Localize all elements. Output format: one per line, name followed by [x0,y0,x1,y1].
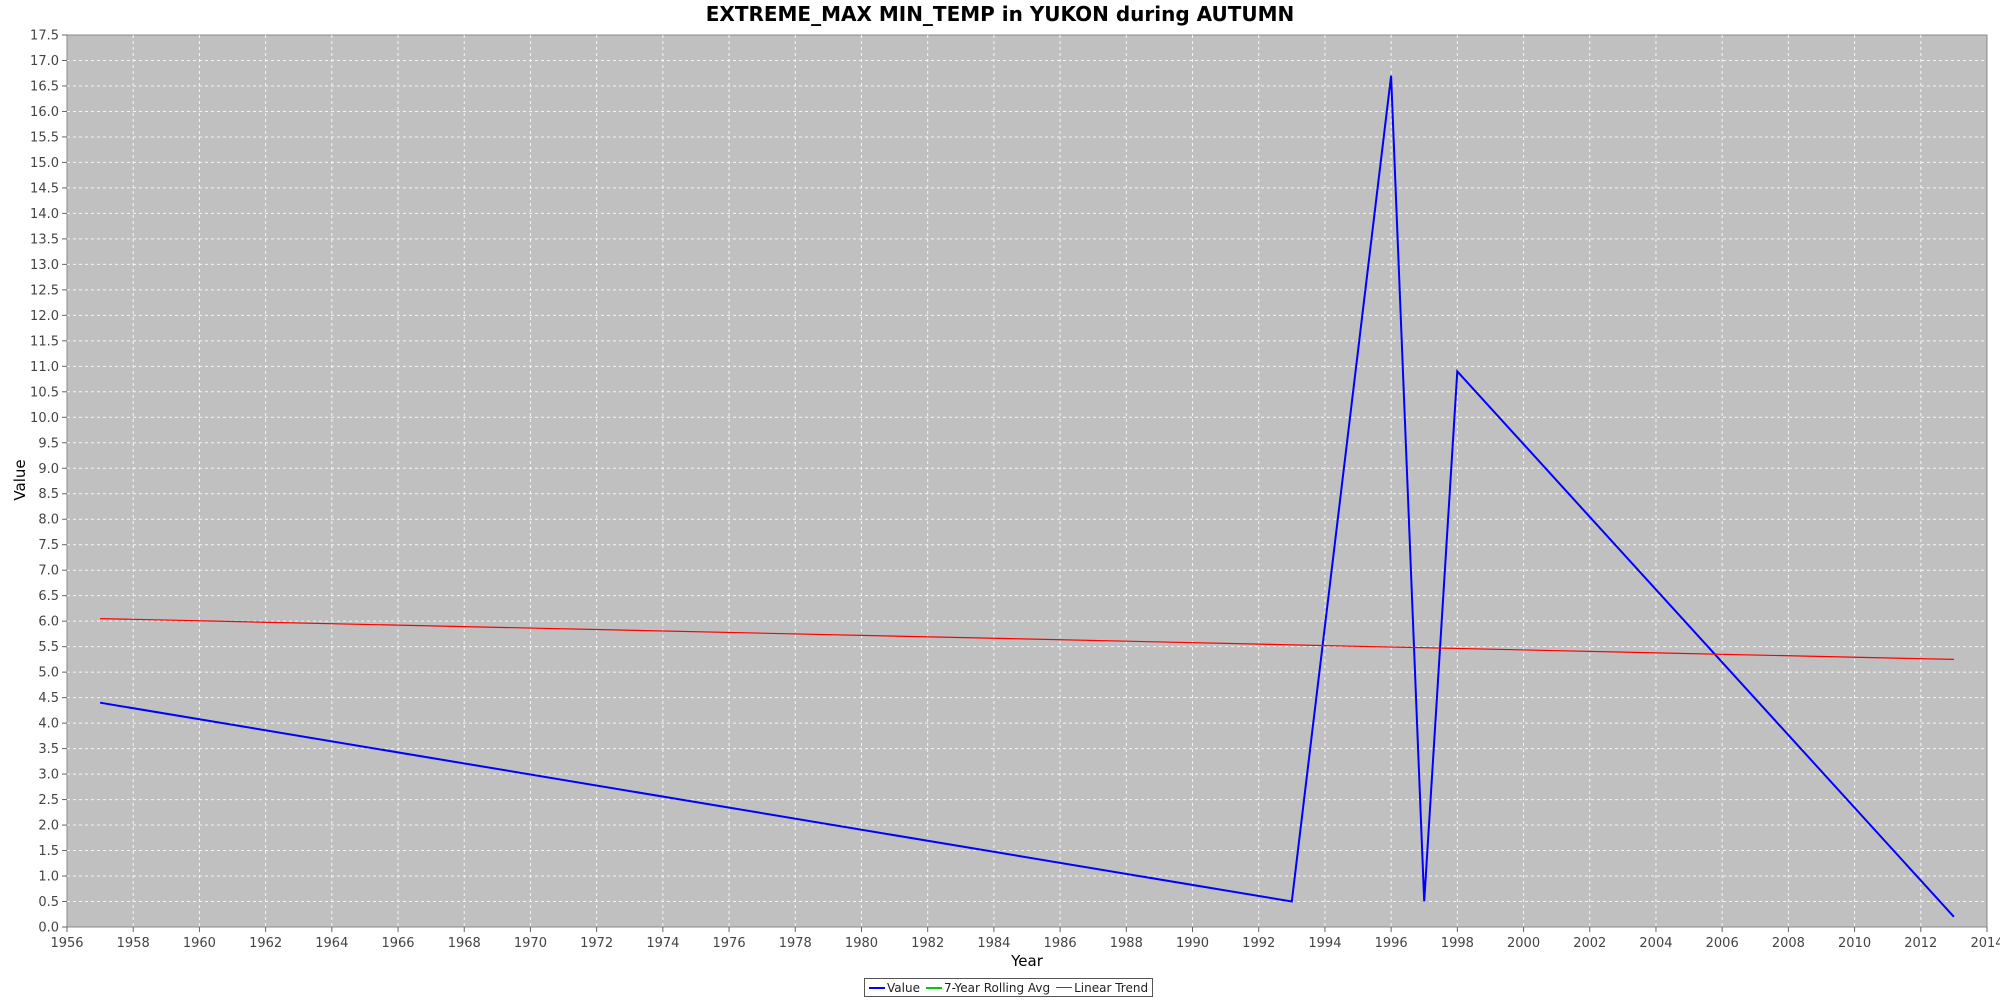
x-tick-label: 1960 [183,936,216,951]
x-tick-label: 1956 [50,936,83,951]
y-tick-label: 6.5 [38,589,59,604]
x-tick-label: 2006 [1706,936,1739,951]
legend-item-7-year-rolling-avg: 7-Year Rolling Avg [925,980,1051,995]
y-tick-label: 11.5 [30,334,59,349]
y-tick-label: 13.5 [30,232,59,247]
chart-title: EXTREME_MAX MIN_TEMP in YUKON during AUT… [705,2,1295,26]
x-tick-label: 1988 [1110,936,1143,951]
legend-label: Linear Trend [1074,980,1149,995]
y-tick-label: 7.0 [38,564,59,579]
x-tick-label: 1970 [514,936,547,951]
legend-label: 7-Year Rolling Avg [943,980,1051,995]
series-lines [99,75,1955,918]
y-tick-label: 7.5 [38,538,59,553]
legend-label: Value [887,980,920,995]
series-line-linear-trend [100,618,1954,660]
y-tick-label: 17.5 [30,29,59,44]
x-tick-label: 1962 [249,936,282,951]
y-axis-title: Value [11,459,29,500]
y-tick-label: 6.0 [38,615,59,630]
x-tick-label: 1966 [381,936,414,951]
legend: Value 7-Year Rolling Avg Linear Trend [864,978,1154,997]
y-tick-label: 0.5 [38,895,59,910]
y-tick-label: 2.0 [38,819,59,834]
y-tick-label: 1.0 [38,870,59,885]
legend-swatch [869,986,885,989]
y-tick-label: 14.5 [30,181,59,196]
y-tick-label: 4.0 [38,717,59,732]
x-tick-label: 1986 [1044,936,1077,951]
y-axis: 0.0 0.5 1.0 1.5 2.0 2.5 3.0 3.5 4.0 4.5 5.0 5.5 6.0 6… [30,29,67,936]
x-tick-label: 1998 [1441,936,1474,951]
y-tick-label: 2.5 [38,793,59,808]
y-tick-label: 9.0 [38,462,59,477]
x-tick-label: 1958 [117,936,150,951]
x-tick-label: 2002 [1573,936,1606,951]
y-tick-label: 0.0 [38,921,59,936]
x-tick-label: 1992 [1242,936,1275,951]
y-tick-label: 3.5 [38,742,59,757]
x-tick-label: 1976 [713,936,746,951]
plot-area [66,34,1988,928]
legend-swatch [1056,987,1073,988]
x-tick-label: 2000 [1507,936,1540,951]
y-tick-label: 15.5 [30,130,59,145]
y-tick-label: 16.0 [30,105,59,120]
y-tick-label: 17.0 [30,54,59,69]
legend-swatch [925,986,942,989]
y-tick-label: 12.0 [30,309,59,324]
y-tick-label: 13.0 [30,258,59,273]
y-tick-label: 1.5 [38,844,59,859]
y-tick-label: 11.0 [30,360,59,375]
x-tick-label: 1996 [1375,936,1408,951]
y-tick-label: 10.5 [30,385,59,400]
x-tick-label: 2012 [1904,936,1937,951]
x-tick-label: 1972 [580,936,613,951]
x-axis-title: Year [1010,952,1044,970]
x-tick-label: 1984 [977,936,1010,951]
y-tick-label: 14.0 [30,207,59,222]
x-axis: 1956 1958 1960 1962 1964 1966 1968 1970 1972 1974… [50,927,2000,951]
x-tick-label: 1964 [315,936,348,951]
grid-lines [67,35,1987,927]
y-tick-label: 8.0 [38,513,59,528]
legend-item-linear-trend: Linear Trend [1056,981,1148,995]
x-tick-label: 1968 [448,936,481,951]
x-tick-label: 1978 [779,936,812,951]
x-tick-label: 1990 [1176,936,1209,951]
x-tick-label: 1974 [646,936,679,951]
y-tick-label: 16.5 [30,79,59,94]
y-tick-label: 12.5 [30,283,59,298]
legend-item-value: Value [869,981,920,995]
x-tick-label: 2010 [1838,936,1871,951]
x-tick-label: 2014 [1970,936,2000,951]
y-tick-label: 15.0 [30,156,59,171]
y-tick-label: 5.0 [38,666,59,681]
series-line-value [99,75,1955,918]
x-tick-label: 1982 [911,936,944,951]
y-tick-label: 4.5 [38,691,59,706]
x-tick-label: 1994 [1308,936,1341,951]
x-tick-label: 2008 [1772,936,1805,951]
y-tick-label: 5.5 [38,640,59,655]
x-tick-label: 2004 [1639,936,1672,951]
y-tick-label: 9.5 [38,436,59,451]
y-tick-label: 10.0 [30,411,59,426]
x-tick-label: 1980 [845,936,878,951]
y-tick-label: 3.0 [38,768,59,783]
y-tick-label: 8.5 [38,487,59,502]
